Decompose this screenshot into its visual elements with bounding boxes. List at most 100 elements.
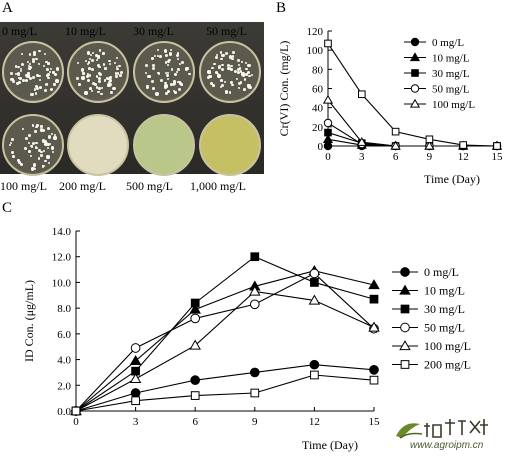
bacterial-colony xyxy=(18,161,22,165)
petri-dish-photo xyxy=(0,22,264,176)
bacterial-colony xyxy=(86,72,90,76)
dish-label: 500 mg/L xyxy=(126,179,173,193)
x-tick-label: 3 xyxy=(359,151,365,163)
data-point xyxy=(369,375,379,385)
bacterial-colony xyxy=(94,53,99,58)
bacterial-colony xyxy=(178,62,182,65)
bacterial-colony xyxy=(228,55,232,59)
bacterial-colony xyxy=(230,68,233,71)
data-point xyxy=(409,98,421,108)
bacterial-colony xyxy=(53,133,56,136)
bacterial-colony xyxy=(151,79,155,83)
bacterial-colony xyxy=(91,51,94,55)
bacterial-colony xyxy=(95,86,99,89)
bacterial-colony xyxy=(115,66,118,69)
bacterial-colony xyxy=(26,72,30,75)
bacterial-colony xyxy=(41,128,45,132)
bacterial-colony xyxy=(152,64,156,68)
bacterial-colony xyxy=(116,67,119,71)
legend-label: 200 mg/L xyxy=(424,358,471,372)
bacterial-colony xyxy=(108,59,111,63)
bacterial-colony xyxy=(36,124,39,127)
bacterial-colony xyxy=(91,89,94,92)
bacterial-colony xyxy=(209,82,213,86)
data-point xyxy=(71,406,81,416)
bacterial-colony xyxy=(11,155,15,159)
data-point xyxy=(411,69,419,77)
bacterial-colony xyxy=(165,74,169,78)
petri-dish xyxy=(67,114,129,176)
bacterial-colony xyxy=(10,78,14,82)
bacterial-colony xyxy=(238,82,242,86)
bacterial-colony xyxy=(40,154,44,158)
bacterial-colony xyxy=(174,73,177,76)
data-point xyxy=(425,135,434,144)
bacterial-colony xyxy=(231,55,235,58)
y-tick-label: 40 xyxy=(312,103,324,115)
x-tick-label: 12 xyxy=(309,416,320,428)
x-tick-label: 9 xyxy=(252,416,258,428)
bacterial-colony xyxy=(53,136,57,140)
y-tick-label: 8.0 xyxy=(57,303,71,315)
bacterial-colony xyxy=(208,75,212,78)
data-point xyxy=(189,303,201,314)
bacterial-colony xyxy=(89,57,92,60)
bacterial-colony xyxy=(16,82,20,86)
bacterial-colony xyxy=(31,141,36,146)
bacterial-colony xyxy=(158,54,163,59)
data-point xyxy=(410,37,420,47)
legend-label: 0 mg/L xyxy=(432,37,464,49)
legend-label: 30 mg/L xyxy=(424,302,465,316)
bacterial-colony xyxy=(32,163,37,167)
bacterial-colony xyxy=(46,68,49,71)
bacterial-colony xyxy=(47,143,51,147)
data-point xyxy=(368,321,380,332)
bacterial-colony xyxy=(218,74,222,78)
chart-c: 0.0 2.0 4.0 6.0 8.0 10.0 12.0 14.0 0 3 6 9 12 15 Time … xyxy=(22,226,471,452)
data-point xyxy=(400,322,410,333)
bacterial-colony xyxy=(170,68,173,71)
data-point xyxy=(390,140,401,150)
bacterial-colony xyxy=(98,65,101,69)
bacterial-colony xyxy=(107,77,110,80)
bacterial-colony xyxy=(98,48,102,52)
bacterial-colony xyxy=(86,79,90,83)
x-tick-label: 9 xyxy=(427,151,433,163)
bacterial-colony xyxy=(155,92,159,96)
bacterial-colony xyxy=(43,52,46,55)
bacterial-colony xyxy=(220,67,224,72)
bacterial-colony xyxy=(239,70,243,73)
bacterial-colony xyxy=(27,67,31,70)
y-tick-label: 100 xyxy=(307,45,324,57)
bacterial-colony xyxy=(231,57,234,61)
data-point xyxy=(391,127,400,136)
data-point xyxy=(493,142,501,150)
data-point xyxy=(400,360,410,369)
bacterial-colony xyxy=(46,76,50,80)
bacterial-colony xyxy=(37,157,41,160)
bacterial-colony xyxy=(49,87,53,91)
bacterial-colony xyxy=(97,55,100,59)
data-point xyxy=(190,298,200,308)
bacterial-colony xyxy=(42,64,45,67)
bacterial-colony xyxy=(166,77,170,80)
bacterial-colony xyxy=(37,148,41,152)
bacterial-colony xyxy=(172,83,175,86)
bacterial-colony xyxy=(219,79,223,83)
bacterial-colony xyxy=(156,54,159,57)
bacterial-colony xyxy=(240,73,244,77)
bacterial-colony xyxy=(173,81,177,85)
data-point xyxy=(189,339,201,350)
bacterial-colony xyxy=(17,65,20,69)
bacterial-colony xyxy=(176,70,179,73)
bacterial-colony xyxy=(118,64,121,68)
bacterial-colony xyxy=(20,62,24,66)
bacterial-colony xyxy=(96,64,100,68)
bacterial-colony xyxy=(32,59,36,64)
y-tick-label: 60 xyxy=(312,84,324,96)
bacterial-colony xyxy=(224,51,228,55)
data-point xyxy=(249,285,261,296)
bacterial-colony xyxy=(172,89,176,93)
data-point xyxy=(368,279,380,290)
dish-label: 30 mg/L xyxy=(133,24,174,38)
